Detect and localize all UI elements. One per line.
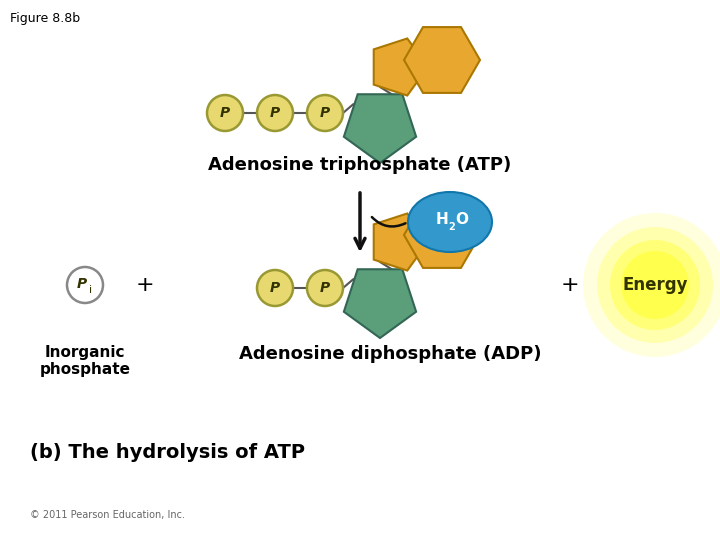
Text: P: P xyxy=(270,281,280,295)
Text: H: H xyxy=(436,213,449,227)
Polygon shape xyxy=(404,27,480,93)
Polygon shape xyxy=(374,213,428,271)
Text: +: + xyxy=(561,275,580,295)
Text: Energy: Energy xyxy=(622,276,688,294)
Circle shape xyxy=(257,95,293,131)
Text: P: P xyxy=(220,106,230,120)
Text: P: P xyxy=(270,106,280,120)
Circle shape xyxy=(307,95,343,131)
Circle shape xyxy=(597,227,713,343)
Text: (b) The hydrolysis of ATP: (b) The hydrolysis of ATP xyxy=(30,442,305,462)
Text: P: P xyxy=(77,277,87,291)
Text: Inorganic
phosphate: Inorganic phosphate xyxy=(40,345,130,377)
Polygon shape xyxy=(404,202,480,268)
Text: P: P xyxy=(320,281,330,295)
Circle shape xyxy=(307,270,343,306)
Text: Adenosine triphosphate (ATP): Adenosine triphosphate (ATP) xyxy=(208,156,512,174)
Text: Figure 8.8b: Figure 8.8b xyxy=(10,12,80,25)
Text: Adenosine diphosphate (ADP): Adenosine diphosphate (ADP) xyxy=(239,345,541,363)
Circle shape xyxy=(583,213,720,357)
Circle shape xyxy=(67,267,103,303)
Text: +: + xyxy=(135,275,154,295)
Circle shape xyxy=(257,270,293,306)
Circle shape xyxy=(621,251,689,319)
Polygon shape xyxy=(374,38,428,96)
Text: P: P xyxy=(320,106,330,120)
Text: © 2011 Pearson Education, Inc.: © 2011 Pearson Education, Inc. xyxy=(30,510,185,520)
Text: 2: 2 xyxy=(449,222,455,232)
Ellipse shape xyxy=(408,192,492,252)
Circle shape xyxy=(207,95,243,131)
Polygon shape xyxy=(344,94,416,163)
Circle shape xyxy=(610,240,700,330)
Text: i: i xyxy=(89,285,93,295)
Polygon shape xyxy=(344,269,416,338)
Text: O: O xyxy=(456,213,469,227)
